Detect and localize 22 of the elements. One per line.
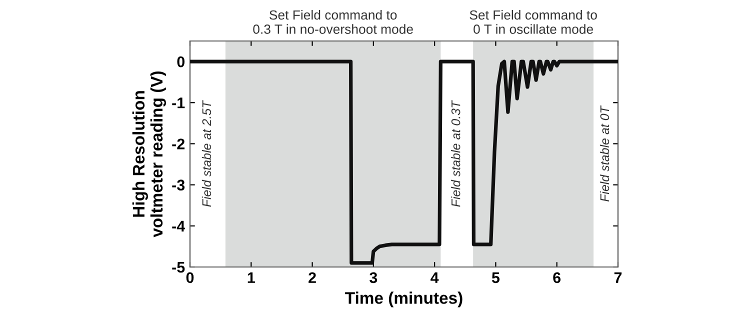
y-tick-label: 0 bbox=[177, 56, 185, 68]
x-tick-label: 7 bbox=[614, 272, 622, 283]
y-axis-title: High Resolution voltmeter reading (V) bbox=[132, 71, 166, 238]
band-label: Set Field command to 0.3 T in no-overshoot mode bbox=[253, 10, 413, 34]
y-tick-label: -3 bbox=[172, 180, 185, 191]
annotation: Field stable at 0.3T bbox=[451, 100, 460, 207]
band-label: Set Field command to 0 T in oscillate mode bbox=[470, 10, 597, 34]
y-tick-label: -1 bbox=[172, 98, 185, 108]
line-series bbox=[190, 60, 618, 265]
x-tick-label: 3 bbox=[370, 272, 378, 284]
annotation: Field stable at 2.5T bbox=[202, 100, 212, 207]
x-axis-title: Time (minutes) bbox=[345, 292, 462, 308]
annotation: Field stable at 0T bbox=[600, 105, 610, 202]
x-tick-label: 4 bbox=[430, 272, 439, 283]
x-tick-label: 0 bbox=[186, 272, 194, 284]
x-tick-label: 5 bbox=[492, 272, 500, 284]
x-tick-label: 1 bbox=[248, 272, 255, 283]
y-tick-label: -4 bbox=[172, 220, 186, 232]
y-tick-label: -5 bbox=[172, 262, 185, 273]
x-tick-label: 6 bbox=[553, 272, 561, 284]
x-tick-label: 2 bbox=[308, 272, 316, 283]
y-tick-label: -2 bbox=[172, 138, 185, 150]
